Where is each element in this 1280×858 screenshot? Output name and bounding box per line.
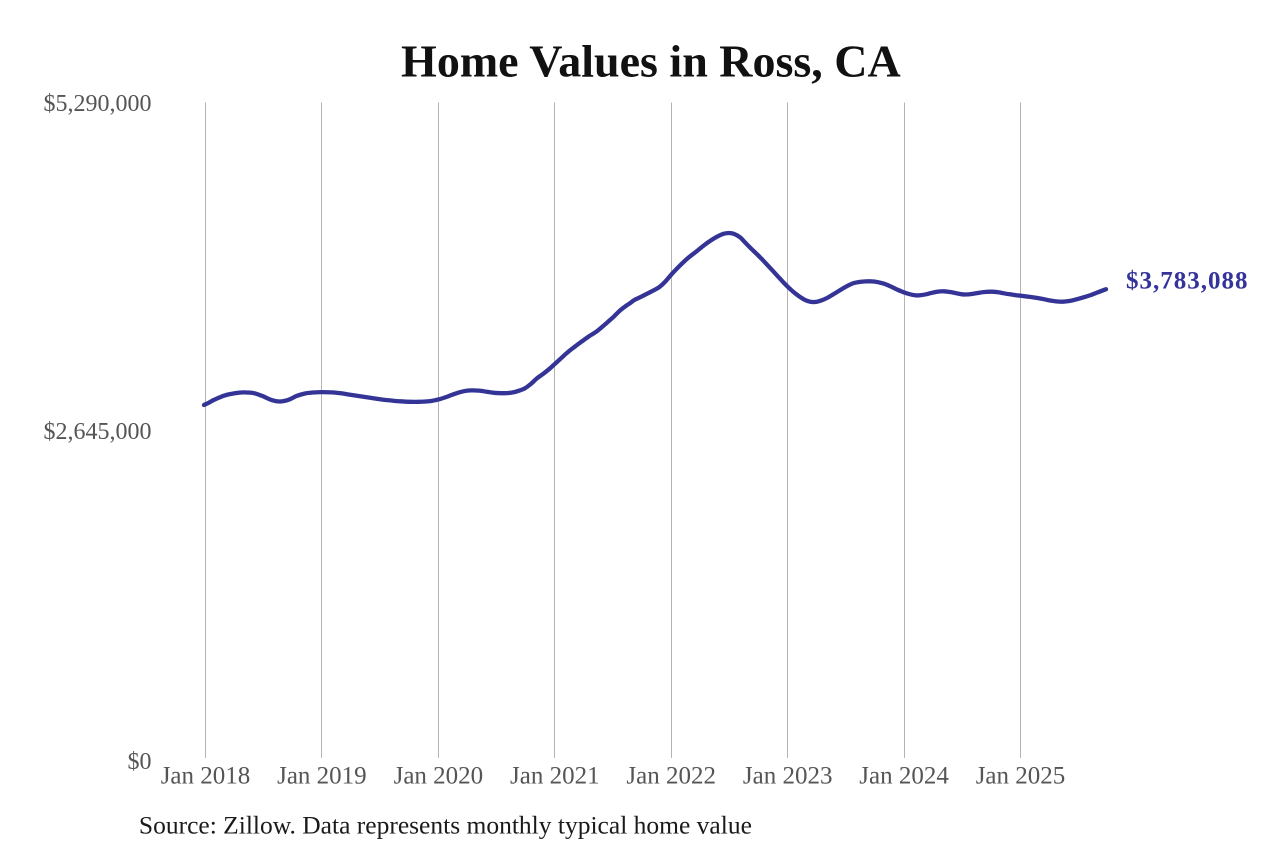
svg-text:Jan 2023: Jan 2023: [743, 762, 833, 789]
svg-text:Jan 2018: Jan 2018: [161, 762, 251, 789]
svg-text:Jan 2025: Jan 2025: [976, 762, 1066, 789]
svg-text:$2,645,000: $2,645,000: [44, 419, 152, 445]
svg-text:Jan 2019: Jan 2019: [277, 762, 367, 789]
svg-text:$0: $0: [128, 749, 152, 775]
svg-text:$5,290,000: $5,290,000: [44, 91, 152, 117]
svg-text:Jan 2022: Jan 2022: [626, 762, 716, 789]
svg-text:Home Values in Ross, CA: Home Values in Ross, CA: [401, 36, 901, 87]
svg-text:$3,783,088: $3,783,088: [1126, 267, 1249, 294]
svg-text:Jan 2024: Jan 2024: [859, 762, 949, 789]
svg-text:Jan 2021: Jan 2021: [510, 762, 600, 789]
svg-text:Jan 2020: Jan 2020: [394, 762, 484, 789]
svg-text:Source: Zillow. Data represent: Source: Zillow. Data represents monthly …: [139, 811, 752, 840]
